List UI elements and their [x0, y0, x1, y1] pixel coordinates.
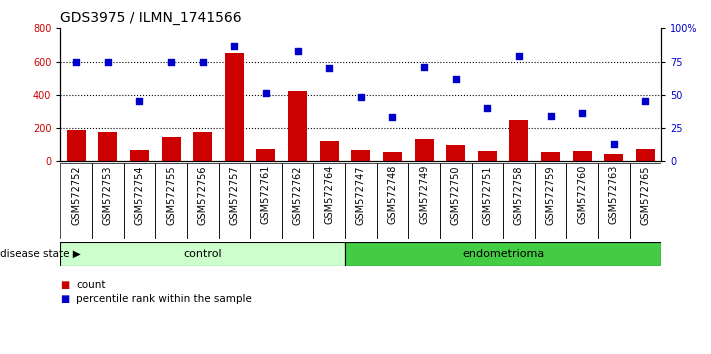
- Bar: [636, 149, 655, 161]
- Text: GSM572750: GSM572750: [451, 165, 461, 225]
- Bar: [218, 163, 250, 239]
- Point: [356, 95, 367, 100]
- Bar: [447, 145, 465, 161]
- Bar: [572, 151, 592, 161]
- Point: [387, 114, 398, 120]
- Point: [292, 48, 304, 54]
- Bar: [250, 163, 282, 239]
- Bar: [415, 139, 434, 161]
- Bar: [510, 120, 528, 161]
- Bar: [187, 163, 218, 239]
- Text: GSM572765: GSM572765: [641, 165, 651, 225]
- Text: GSM572764: GSM572764: [324, 165, 334, 224]
- Bar: [383, 152, 402, 161]
- Bar: [130, 150, 149, 161]
- Bar: [98, 132, 117, 161]
- Point: [513, 53, 525, 59]
- Bar: [604, 154, 624, 161]
- Text: endometrioma: endometrioma: [462, 249, 544, 259]
- Point: [640, 98, 651, 104]
- Text: GSM572760: GSM572760: [577, 165, 587, 224]
- Text: GDS3975 / ILMN_1741566: GDS3975 / ILMN_1741566: [60, 11, 242, 25]
- Bar: [535, 163, 567, 239]
- Text: GSM572757: GSM572757: [230, 165, 240, 225]
- Point: [134, 98, 145, 104]
- Point: [324, 65, 335, 71]
- Text: GSM572751: GSM572751: [482, 165, 492, 225]
- Bar: [225, 53, 244, 161]
- Bar: [320, 141, 338, 161]
- Point: [70, 59, 82, 64]
- Text: GSM572755: GSM572755: [166, 165, 176, 225]
- Bar: [503, 163, 535, 239]
- Text: GSM572754: GSM572754: [134, 165, 144, 225]
- Bar: [345, 242, 661, 266]
- Text: GSM572752: GSM572752: [71, 165, 81, 225]
- Bar: [630, 163, 661, 239]
- Bar: [598, 163, 630, 239]
- Text: GSM572747: GSM572747: [356, 165, 366, 225]
- Bar: [345, 163, 377, 239]
- Point: [418, 64, 429, 70]
- Bar: [440, 163, 471, 239]
- Point: [608, 141, 619, 147]
- Text: GSM572749: GSM572749: [419, 165, 429, 224]
- Bar: [541, 152, 560, 161]
- Point: [166, 59, 177, 64]
- Point: [577, 110, 588, 116]
- Bar: [257, 149, 275, 161]
- Bar: [408, 163, 440, 239]
- Text: percentile rank within the sample: percentile rank within the sample: [76, 295, 252, 304]
- Bar: [478, 151, 497, 161]
- Text: GSM572758: GSM572758: [514, 165, 524, 225]
- Bar: [567, 163, 598, 239]
- Bar: [193, 132, 212, 161]
- Text: GSM572753: GSM572753: [103, 165, 113, 225]
- Point: [260, 91, 272, 96]
- Bar: [471, 163, 503, 239]
- Bar: [67, 130, 86, 161]
- Bar: [351, 150, 370, 161]
- Point: [197, 59, 208, 64]
- Bar: [282, 163, 314, 239]
- Text: GSM572763: GSM572763: [609, 165, 619, 224]
- Bar: [60, 242, 345, 266]
- Text: GSM572761: GSM572761: [261, 165, 271, 224]
- Point: [545, 113, 556, 119]
- Bar: [92, 163, 124, 239]
- Bar: [155, 163, 187, 239]
- Point: [102, 59, 114, 64]
- Text: GSM572759: GSM572759: [545, 165, 555, 225]
- Text: GSM572762: GSM572762: [293, 165, 303, 225]
- Bar: [314, 163, 345, 239]
- Text: ■: ■: [60, 295, 70, 304]
- Text: GSM572748: GSM572748: [387, 165, 397, 224]
- Text: GSM572756: GSM572756: [198, 165, 208, 225]
- Point: [450, 76, 461, 81]
- Bar: [60, 163, 92, 239]
- Text: ■: ■: [60, 280, 70, 290]
- Bar: [377, 163, 408, 239]
- Text: count: count: [76, 280, 105, 290]
- Point: [481, 105, 493, 111]
- Text: control: control: [183, 249, 222, 259]
- Bar: [161, 137, 181, 161]
- Text: disease state ▶: disease state ▶: [0, 249, 81, 259]
- Bar: [124, 163, 155, 239]
- Bar: [288, 91, 307, 161]
- Point: [229, 43, 240, 48]
